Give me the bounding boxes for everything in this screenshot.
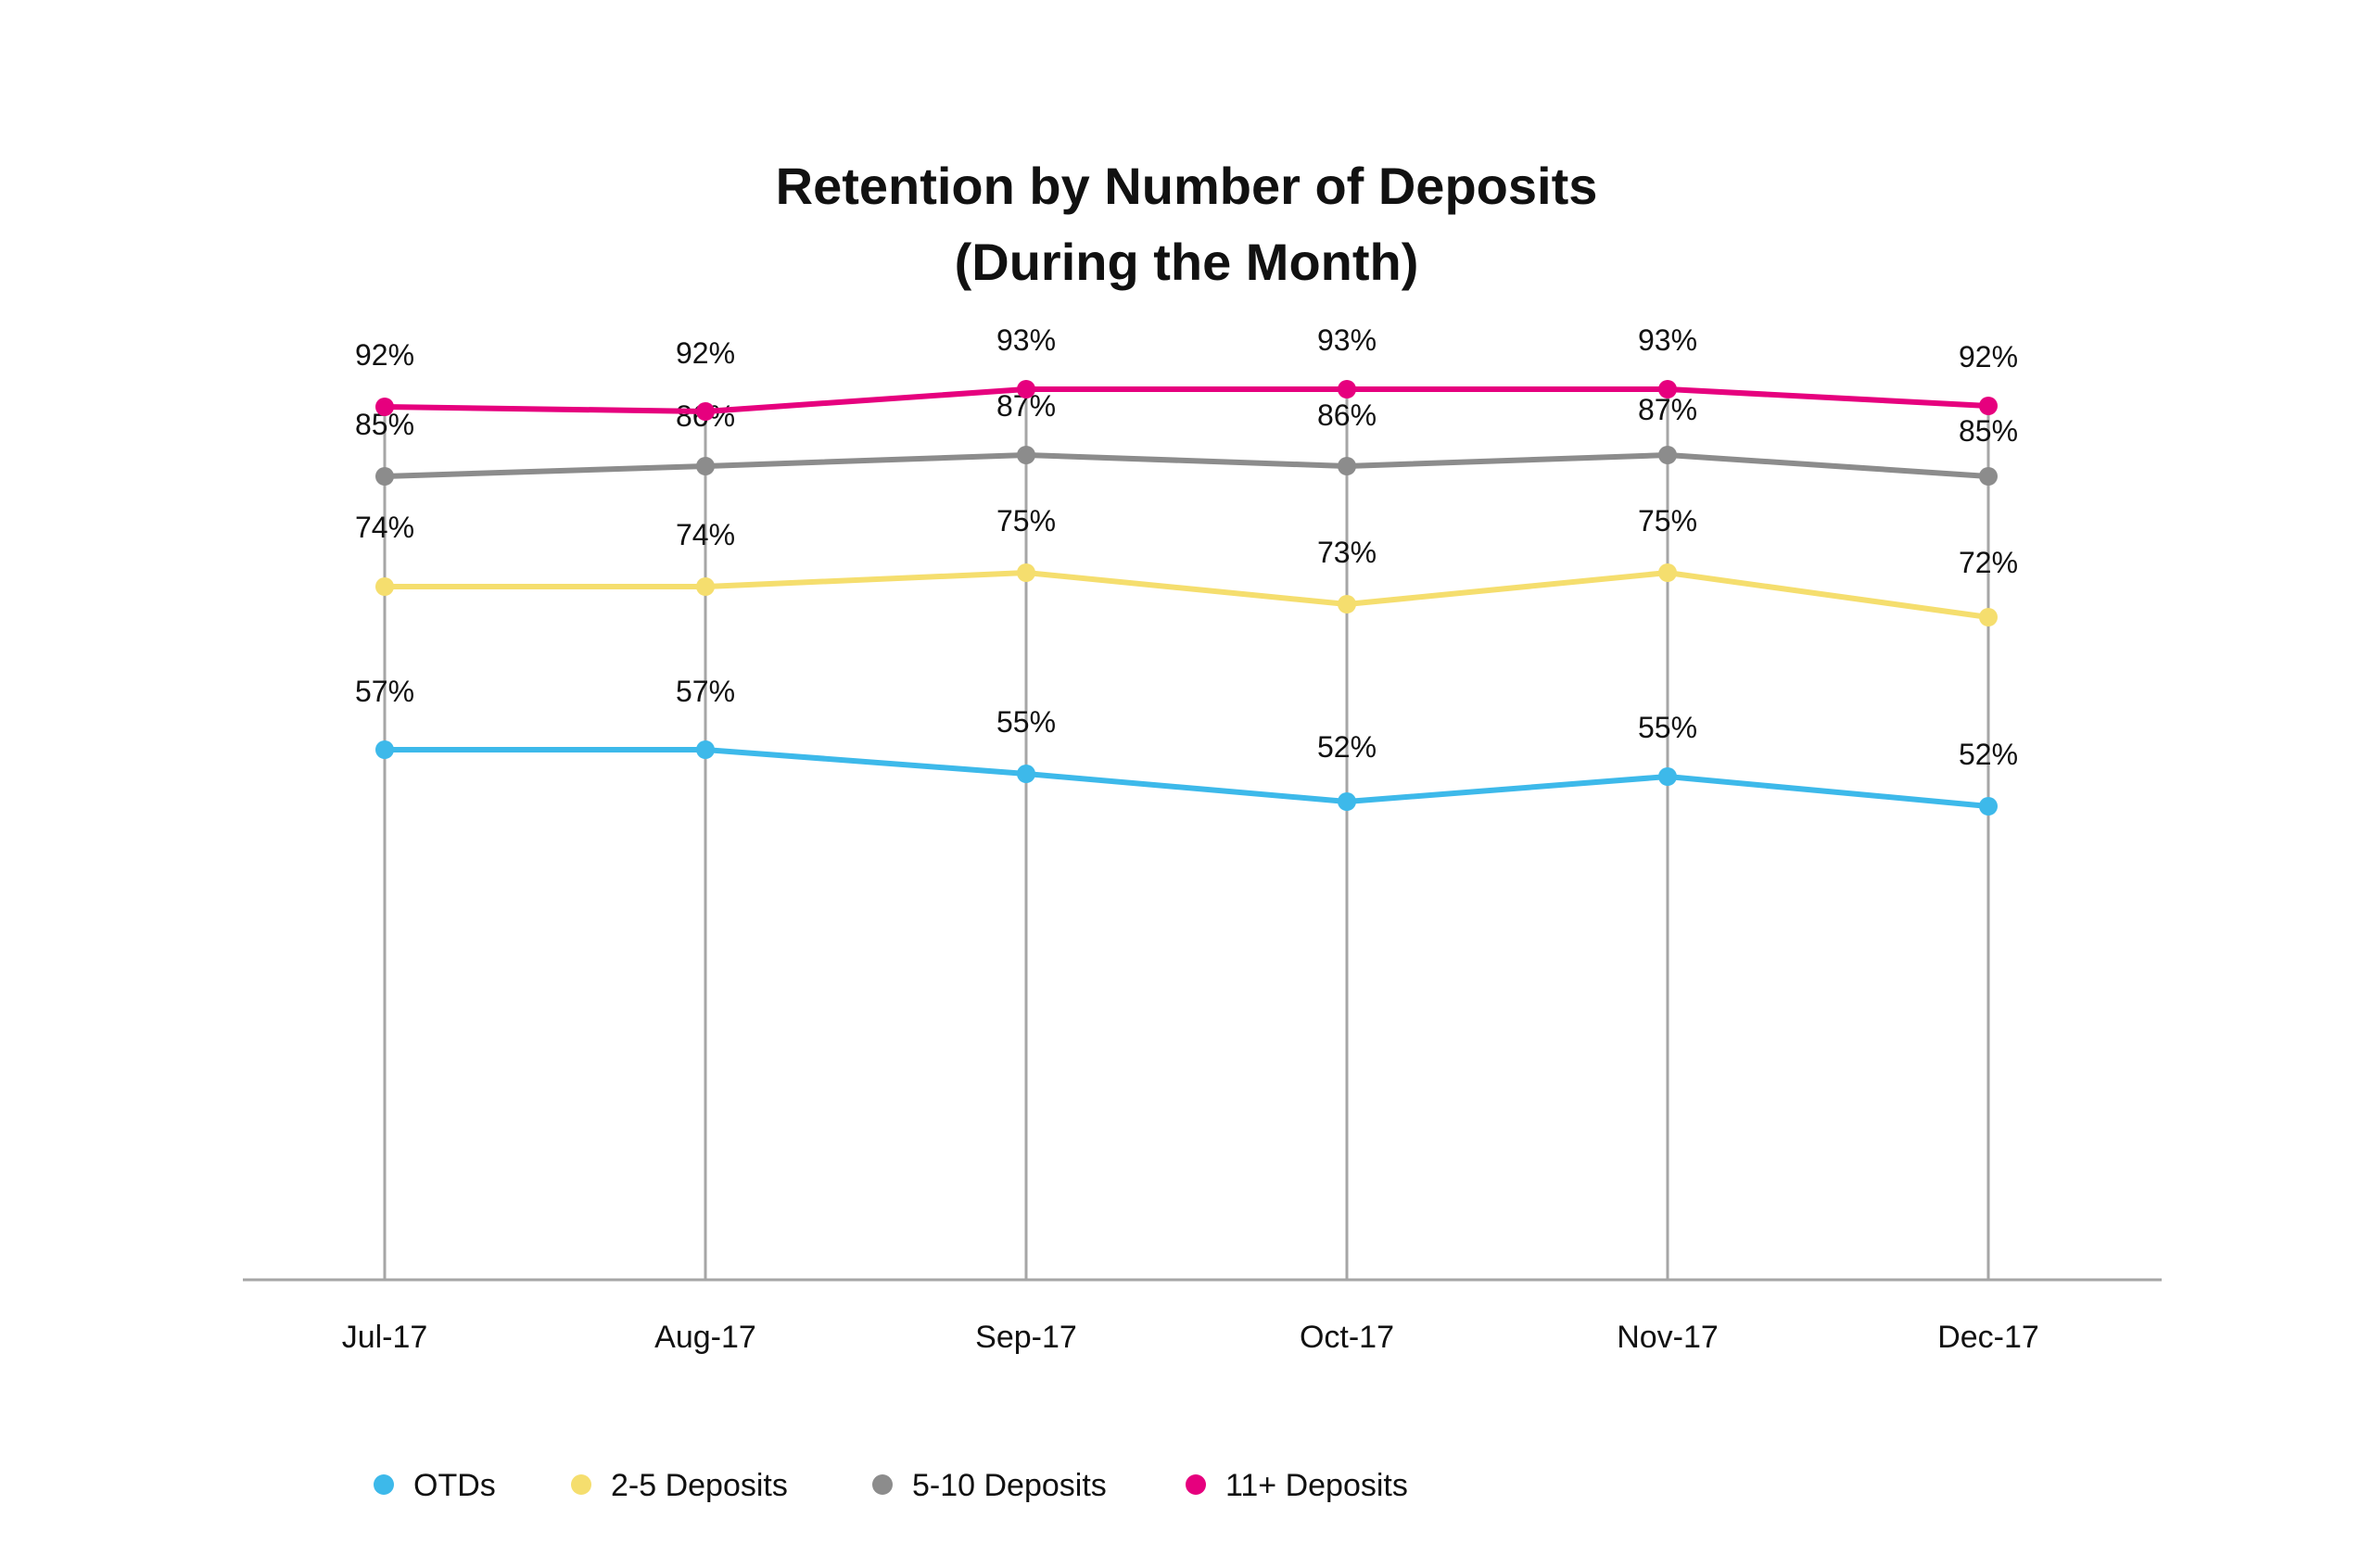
series-line [385, 570, 1989, 620]
data-label: 85% [1959, 414, 2018, 448]
data-label: 57% [355, 675, 414, 708]
data-label: 55% [996, 705, 1056, 739]
data-point [1979, 608, 1998, 626]
data-point [375, 740, 394, 759]
data-point [1338, 380, 1356, 398]
x-tick-label: Jul-17 [342, 1320, 428, 1355]
data-point [1017, 765, 1035, 783]
data-label: 52% [1959, 738, 2018, 771]
data-label: 57% [676, 675, 735, 708]
data-label: 74% [676, 518, 735, 551]
data-point [1658, 446, 1677, 464]
data-point [1017, 563, 1035, 582]
legend-label: 5-10 Deposits [912, 1468, 1107, 1503]
chart-subtitle: (During the Month) [954, 233, 1419, 291]
data-point [1979, 467, 1998, 486]
x-tick-label: Nov-17 [1617, 1320, 1719, 1355]
legend-label: 2-5 Deposits [611, 1468, 788, 1503]
data-point [1017, 446, 1035, 464]
data-point [375, 467, 394, 486]
legend-marker [1186, 1474, 1206, 1495]
data-label: 93% [996, 323, 1056, 357]
chart-title: Retention by Number of Deposits [775, 157, 1598, 215]
data-label: 92% [676, 336, 735, 370]
data-point [1658, 767, 1677, 786]
series-line [385, 747, 1989, 809]
data-point [696, 577, 715, 596]
data-point [1338, 792, 1356, 811]
legend-label: 11+ Deposits [1225, 1468, 1408, 1503]
data-point [1658, 380, 1677, 398]
legend-marker [571, 1474, 591, 1495]
data-point [696, 402, 715, 421]
data-point [1979, 797, 1998, 816]
data-label: 93% [1317, 323, 1377, 357]
data-label: 75% [1638, 504, 1697, 537]
x-tick-label: Oct-17 [1300, 1320, 1394, 1355]
data-label: 72% [1959, 546, 2018, 579]
data-label: 74% [355, 511, 414, 544]
data-point [696, 457, 715, 475]
x-tick-label: Aug-17 [654, 1320, 756, 1355]
data-point [696, 740, 715, 759]
data-point [375, 577, 394, 596]
x-tick-label: Sep-17 [975, 1320, 1077, 1355]
x-tick-label: Dec-17 [1937, 1320, 2039, 1355]
data-point [1338, 457, 1356, 475]
data-label: 92% [355, 338, 414, 372]
data-point [375, 398, 394, 416]
data-point [1338, 595, 1356, 613]
data-label: 92% [1959, 340, 2018, 373]
data-point [1017, 380, 1035, 398]
legend-marker [872, 1474, 893, 1495]
data-label: 93% [1638, 323, 1697, 357]
legend-marker [374, 1474, 394, 1495]
data-label: 75% [996, 504, 1056, 537]
data-point [1658, 563, 1677, 582]
series-line [384, 386, 1989, 414]
legend-label: OTDs [413, 1468, 496, 1503]
series-line [384, 452, 1989, 479]
data-label: 52% [1317, 730, 1377, 764]
data-label: 55% [1638, 711, 1697, 744]
data-label: 86% [1317, 398, 1377, 432]
data-label: 73% [1317, 536, 1377, 569]
data-point [1979, 397, 1998, 415]
